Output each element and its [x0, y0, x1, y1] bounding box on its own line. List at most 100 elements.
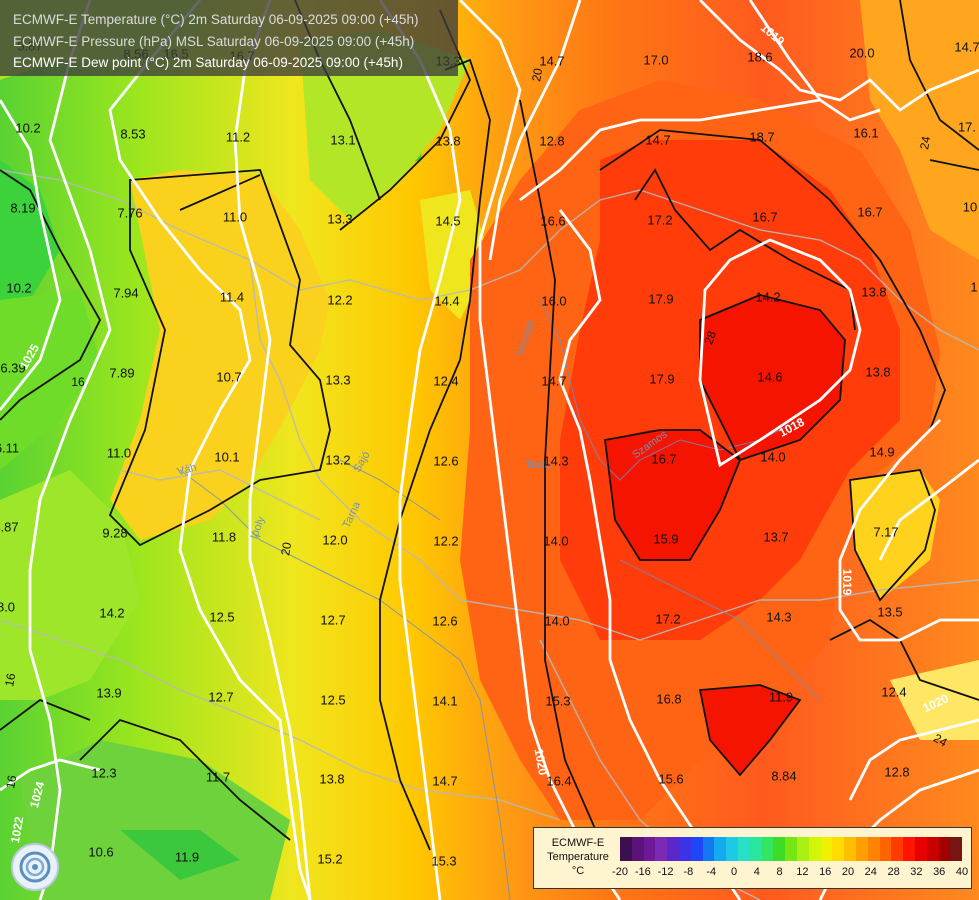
isotherm-label: 16	[3, 774, 19, 790]
isotherm-label: 24	[931, 731, 950, 750]
legend-color-swatch	[726, 837, 738, 861]
legend-tick-label: 24	[864, 866, 877, 878]
dewpoint-value-label: 1	[970, 279, 977, 294]
dewpoint-value-label: 16.8	[656, 691, 681, 706]
dewpoint-value-label: 6.39	[0, 360, 25, 375]
dewpoint-value-label: 17.2	[655, 611, 680, 626]
isotherm-labels: 20 24 28 16 20 16 16 24	[2, 67, 950, 790]
dewpoint-value-label: 17.	[958, 119, 976, 134]
river-label: Váh	[176, 462, 198, 479]
dewpoint-value-label: 13.5	[877, 604, 902, 619]
dewpoint-value-label: 13.9	[96, 685, 121, 700]
dewpoint-value-label: 12.7	[208, 689, 233, 704]
dewpoint-value-label: 14.7	[954, 39, 979, 54]
dewpoint-value-label: 12.2	[327, 292, 352, 307]
header-line-temperature[interactable]: ECMWF-E Temperature (°C) 2m Saturday 06-…	[13, 12, 419, 27]
dewpoint-value-label: 13.8	[435, 133, 460, 148]
legend-tick-label: 36	[933, 866, 946, 878]
dewpoint-value-label: 14.9	[869, 444, 894, 459]
dewpoint-value-label: 12.3	[91, 765, 116, 780]
legend-title-line-1: ECMWF-E	[551, 837, 605, 849]
legend-color-swatch	[832, 837, 845, 861]
legend-color-swatch	[643, 837, 656, 861]
dewpoint-value-label: 6.11	[0, 440, 19, 455]
dewpoint-value-label: 17.2	[647, 212, 672, 227]
dewpoint-value-label: 12.6	[433, 453, 458, 468]
dewpoint-value-label: 11.0	[223, 209, 247, 224]
legend-color-swatch	[749, 837, 762, 861]
legend-color-swatch	[761, 837, 774, 861]
legend-color-swatch	[796, 837, 809, 861]
legend-color-bar	[620, 837, 963, 861]
dewpoint-value-label: 15.3	[545, 693, 570, 708]
dewpoint-value-label: 12.2	[433, 533, 458, 548]
legend-color-swatch	[938, 837, 951, 861]
dewpoint-value-label: 12.4	[881, 684, 906, 699]
legend-color-swatch	[714, 837, 727, 861]
isotherm-contours	[0, 0, 979, 851]
dewpoint-value-label: 8.53	[120, 126, 145, 141]
legend-title: ECMWF-E Temperature °C	[536, 836, 620, 878]
dewpoint-value-label: 14.1	[432, 693, 457, 708]
header-line-pressure[interactable]: ECMWF-E Pressure (hPa) MSL Saturday 06-0…	[13, 34, 415, 49]
isobar-label: 1022	[8, 815, 26, 844]
isotherm-label: 20	[278, 541, 294, 557]
isotherm-label: 16	[2, 672, 18, 688]
dewpoint-value-label: 16.4	[546, 773, 571, 788]
dewpoint-value-label: 7.94	[113, 285, 138, 300]
isotherm-label: 16	[71, 375, 85, 389]
dewpoint-value-label: 13.8	[865, 364, 890, 379]
dewpoint-value-label: 16.1	[853, 125, 878, 140]
dewpoint-value-label: 10.1	[214, 449, 239, 464]
dewpoint-value-label: 11.7	[206, 769, 230, 784]
legend-color-swatch	[926, 837, 939, 861]
dewpoint-value-label: 13.3	[325, 372, 350, 387]
legend-color-swatch	[879, 837, 892, 861]
legend-tick-label: -20	[612, 866, 628, 878]
legend-color-swatch	[914, 837, 927, 861]
legend-tick-label: 0	[730, 866, 738, 878]
legend-color-swatch	[702, 837, 715, 861]
legend-tick-label: -16	[634, 866, 651, 878]
dewpoint-value-label: 14.2	[755, 289, 780, 304]
dewpoint-value-label: 11.4	[220, 289, 244, 304]
dewpoint-value-label: 15.9	[653, 531, 678, 546]
dewpoint-value-label: 10.2	[15, 120, 40, 135]
dewpoint-value-label: 14.7	[432, 773, 457, 788]
dewpoint-value-label: 14.3	[543, 453, 568, 468]
dewpoint-value-label: 14.7	[541, 373, 566, 388]
isotherm-label: 20	[529, 67, 545, 83]
dewpoint-value-label: 16.7	[651, 451, 676, 466]
dewpoint-value-label: 10.2	[6, 280, 31, 295]
dewpoint-value-label: 14.0	[543, 533, 568, 548]
dewpoint-value-label: 12.6	[432, 613, 457, 628]
legend-tick-label: 16	[819, 866, 832, 878]
dewpoint-value-label: 14.0	[760, 449, 785, 464]
legend-color-swatch	[785, 837, 797, 861]
dewpoint-value-label: 9.28	[102, 525, 127, 540]
dewpoint-value-label: 7.89	[109, 365, 134, 380]
temperature-legend: ECMWF-E Temperature °C -20 -16 -12 -8 -4 0 4 8 1…	[533, 827, 972, 889]
dewpoint-value-label: 15.2	[317, 851, 342, 866]
dewpoint-value-label: 12.4	[433, 373, 458, 388]
dewpoint-value-label: 18.6	[747, 49, 772, 64]
dewpoint-value-label: 13.8	[861, 284, 886, 299]
legend-tick-label: 40	[955, 866, 969, 878]
dewpoint-value-label: 16.6	[540, 213, 565, 228]
legend-tick-label: 4	[753, 866, 760, 878]
legend-color-swatch	[620, 837, 632, 861]
dewpoint-value-label: 20.0	[849, 45, 874, 60]
header-line-dewpoint[interactable]: ECMWF-E Dew point (°C) 2m Saturday 06-09…	[13, 55, 403, 70]
legend-color-swatch	[737, 837, 750, 861]
dewpoint-value-label: 14.4	[434, 293, 459, 308]
dewpoint-value-label: 12.8	[884, 764, 909, 779]
legend-color-swatch	[950, 837, 963, 861]
dewpoint-value-label: 14.7	[645, 132, 670, 147]
logo-icon	[11, 843, 59, 891]
dewpoint-value-label: 14.2	[99, 605, 124, 620]
dewpoint-value-label: 14.5	[435, 213, 460, 228]
dewpoint-value-label: 14.0	[544, 613, 569, 628]
legend-color-swatch	[820, 837, 833, 861]
